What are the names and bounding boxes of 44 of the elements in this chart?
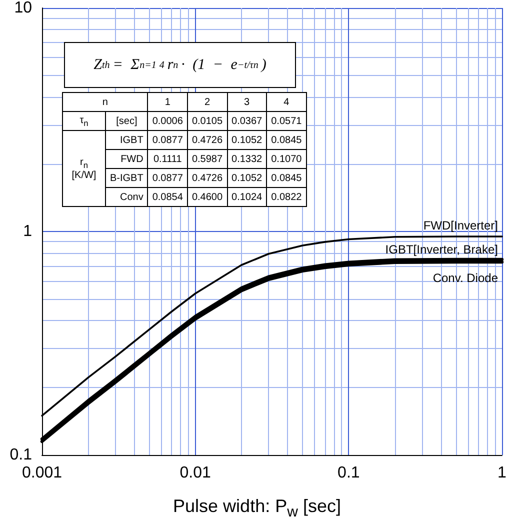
x-tick-label: 0.1 xyxy=(338,464,360,482)
annotation: r$_{n}$ [K/W] xyxy=(62,130,106,206)
x-axis-title: Pulse width: P$_{w}$ [sec] xyxy=(172,496,342,521)
annotation: 0.0367 xyxy=(227,112,267,130)
annotation: 0.0877 xyxy=(148,130,188,150)
annotation: 0.4726 xyxy=(187,168,228,188)
annotation: 1 xyxy=(148,92,188,112)
annotation: 2 xyxy=(187,92,228,112)
annotation: 0.0822 xyxy=(266,188,306,206)
y-tick-label: 10 xyxy=(14,0,32,16)
annotation: [sec] xyxy=(106,112,148,130)
y-tick-label: 1 xyxy=(23,223,32,240)
annotation: 0.1070 xyxy=(266,150,306,168)
annotation: 0.1024 xyxy=(227,188,267,206)
annotation: 0.1052 xyxy=(227,130,267,150)
annotation: 0.4600 xyxy=(187,188,228,206)
annotation: 0.0845 xyxy=(266,130,306,150)
x-tick-label: 0.01 xyxy=(180,464,212,482)
annotation: 0.0006 xyxy=(148,112,188,130)
annotation: τ$_{n}$ xyxy=(62,112,106,130)
y-tick-label: 0.1 xyxy=(10,446,32,464)
series-label: IGBT[Inverter, Brake] xyxy=(385,242,498,256)
annotation: 0.0105 xyxy=(187,112,228,130)
annotation: 3 xyxy=(227,92,267,112)
text: 4 xyxy=(284,96,290,108)
series-label: Conv. Diode xyxy=(432,271,498,286)
annotation: 0.1111 xyxy=(148,150,188,168)
annotation: Conv xyxy=(106,188,148,206)
annotation: 0.0845 xyxy=(266,168,306,188)
annotation: FWD xyxy=(106,150,148,168)
annotation: 0.4726 xyxy=(187,130,228,150)
series-label: FWD[Inverter] xyxy=(423,218,498,232)
annotation: IGBT xyxy=(106,130,148,150)
annotation: 0.1052 xyxy=(227,168,267,188)
x-tick-label: 1 xyxy=(498,464,507,482)
annotation: 0.5987 xyxy=(187,150,228,168)
annotation: 0.0571 xyxy=(266,112,306,130)
annotation: n xyxy=(62,92,148,112)
annotation: 0.0877 xyxy=(148,168,188,188)
annotation: 4 xyxy=(159,60,164,70)
annotation: 0.0854 xyxy=(148,188,188,206)
x-tick-label: 0.001 xyxy=(22,464,62,482)
annotation: 0.1332 xyxy=(227,150,267,168)
annotation: B-IGBT xyxy=(106,168,148,188)
